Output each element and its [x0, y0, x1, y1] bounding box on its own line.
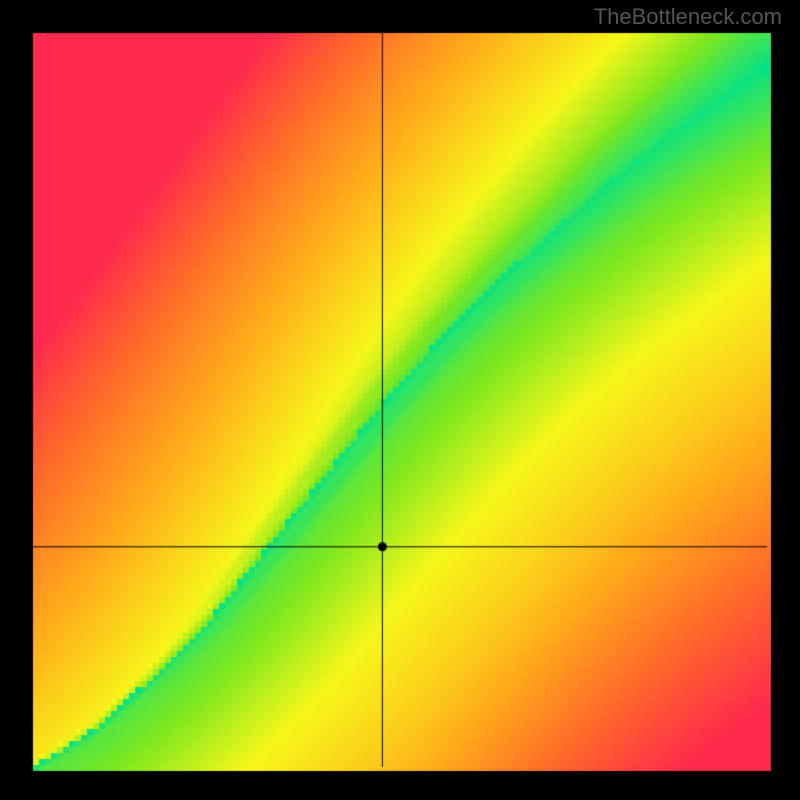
chart-container: TheBottleneck.com [0, 0, 800, 800]
heatmap-canvas [0, 0, 800, 800]
watermark-text: TheBottleneck.com [594, 4, 782, 30]
